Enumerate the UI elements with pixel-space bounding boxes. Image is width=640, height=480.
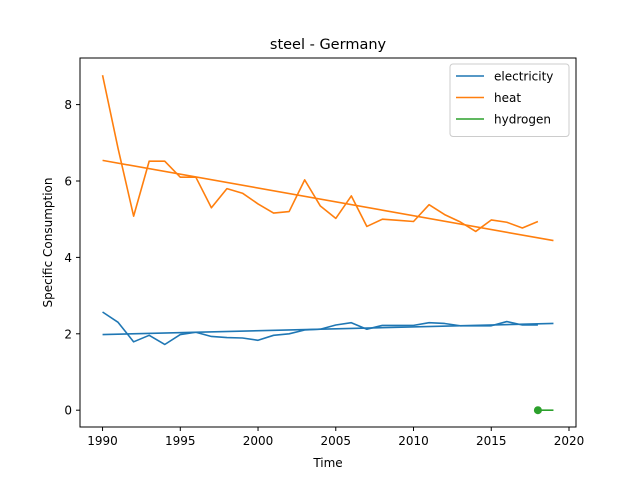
x-tick-label: 2005 — [321, 434, 352, 448]
legend-label-heat: heat — [494, 91, 521, 105]
x-tick-label: 1990 — [87, 434, 118, 448]
plot-area — [101, 75, 554, 415]
hydrogen-marker — [533, 406, 542, 415]
heat-trend-line — [102, 159, 554, 242]
y-tick-label: 8 — [64, 98, 72, 112]
x-tick-label: 2010 — [398, 434, 429, 448]
y-tick-label: 4 — [64, 251, 72, 265]
legend: electricity heat hydrogen — [449, 63, 570, 137]
electricity-trend-line — [102, 322, 554, 336]
legend-label-electricity: electricity — [494, 70, 553, 84]
y-tick-label: 6 — [64, 175, 72, 189]
legend-label-hydrogen: hydrogen — [494, 113, 551, 127]
x-tick-label: 2015 — [476, 434, 507, 448]
y-tick-label: 0 — [64, 404, 72, 418]
x-tick-label: 2000 — [243, 434, 274, 448]
y-axis-label: Specific Consumption — [41, 178, 55, 308]
axes-frame — [79, 57, 577, 428]
x-tick-label: 1995 — [165, 434, 196, 448]
x-axis-label: Time — [312, 456, 342, 470]
chart-title: steel - Germany — [270, 37, 387, 53]
y-axis: 0 2 4 6 8 — [64, 98, 80, 418]
x-tick-label: 2020 — [554, 434, 585, 448]
y-tick-label: 2 — [64, 327, 72, 341]
x-axis: 1990 1995 2000 2005 2010 2015 2020 — [87, 427, 584, 448]
